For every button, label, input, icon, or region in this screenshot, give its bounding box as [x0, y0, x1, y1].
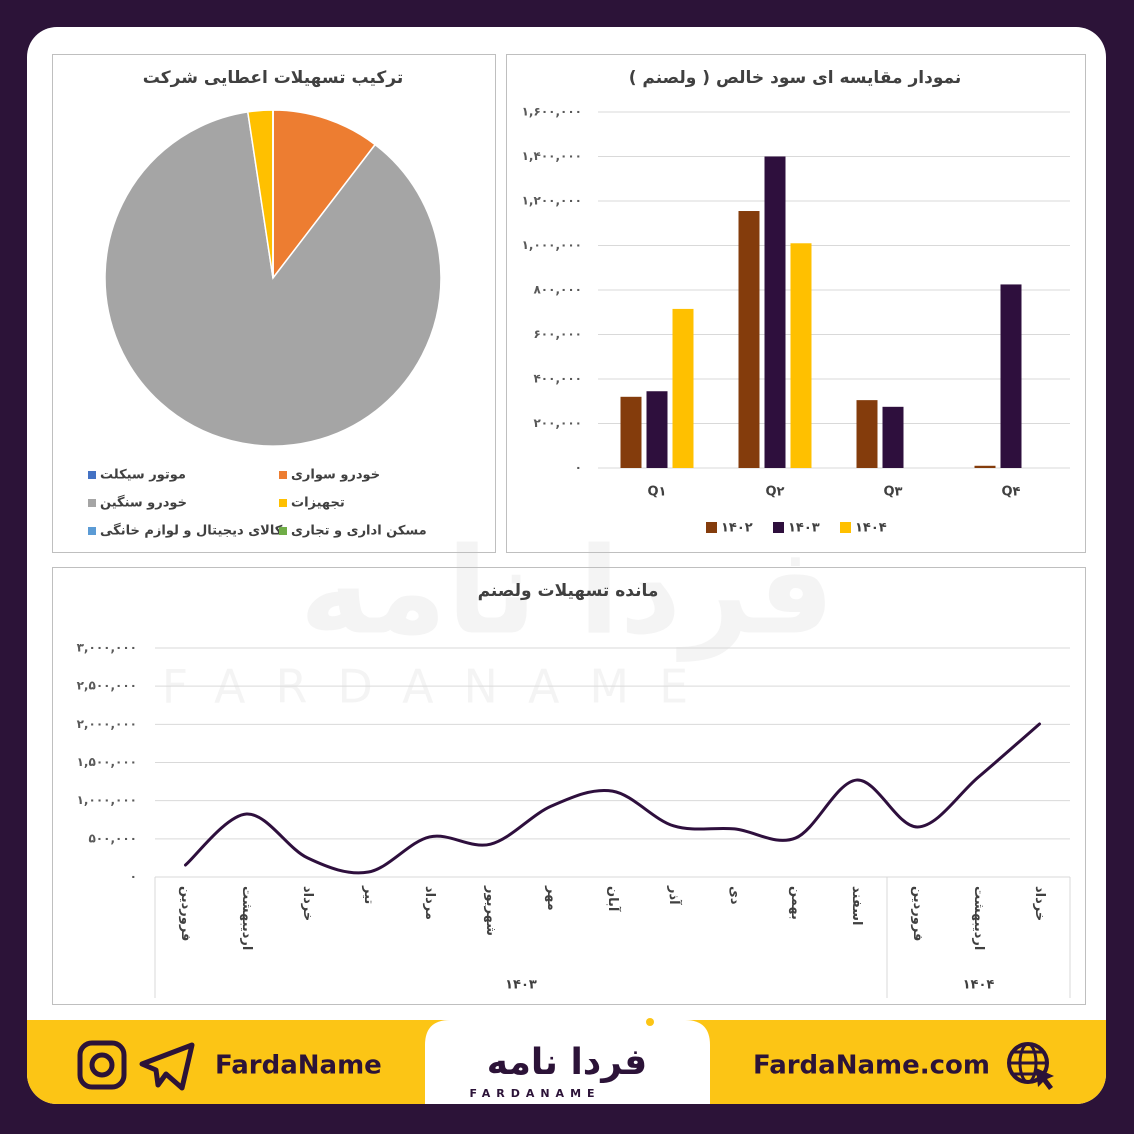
instagram-lens [89, 1052, 115, 1078]
legend-label: کالای دیجیتال و لوازم خانگی [100, 523, 283, 539]
legend-swatch [773, 522, 784, 533]
legend-label: موتور سیکلت [100, 468, 186, 483]
x-tick-label: Q۱ [648, 485, 667, 500]
x-tick-label: مرداد [422, 886, 437, 920]
y-tick-label: ۱,۵۰۰,۰۰۰ [77, 755, 137, 769]
bar [738, 211, 760, 468]
x-tick-label: Q۳ [884, 485, 903, 500]
legend-swatch [840, 522, 851, 533]
bar [1000, 284, 1022, 468]
y-tick-label: ۵۰۰,۰۰۰ [88, 831, 137, 845]
bar [882, 406, 904, 468]
pie-slice [272, 109, 377, 281]
logo-latin: FARDANAME [469, 1087, 600, 1100]
x-tick-label: خرداد [1032, 886, 1047, 921]
chart-title: مانده تسهیلات ولصنم [478, 581, 659, 601]
y-tick-label: ۱,۰۰۰,۰۰۰ [522, 238, 582, 252]
legend-swatch [706, 522, 717, 533]
legend-swatch [279, 471, 287, 479]
bar [620, 396, 642, 468]
x-tick-label: اردیبهشت [239, 886, 254, 950]
y-tick-label: ۲,۰۰۰,۰۰۰ [77, 717, 137, 731]
bar-panel [506, 54, 1086, 553]
x-tick-label: فروردین [178, 886, 193, 941]
x-tick-label: Q۲ [766, 485, 785, 500]
legend-swatch [88, 527, 96, 535]
x-tick-label: دی [727, 886, 742, 905]
y-tick-label: ۲۰۰,۰۰۰ [533, 416, 582, 430]
y-tick-label: ۸۰۰,۰۰۰ [533, 283, 582, 297]
legend-label: مسکن اداری و تجاری [291, 524, 427, 539]
legend-label: خودرو سنگین [100, 495, 187, 511]
legend-swatch [88, 499, 96, 507]
x-tick-label: آذر [666, 885, 683, 905]
bar [672, 308, 694, 468]
legend-swatch [279, 499, 287, 507]
y-tick-label: ۶۰۰,۰۰۰ [533, 327, 582, 341]
group-label: ۱۴۰۴ [963, 978, 995, 993]
x-tick-label: Q۴ [1002, 485, 1021, 500]
instagram-icon[interactable] [77, 1040, 127, 1090]
legend-label: ۱۴۰۳ [788, 521, 820, 536]
x-tick-label: آبان [605, 886, 622, 912]
x-tick-label: اسفند [849, 886, 864, 925]
y-tick-label: ۴۰۰,۰۰۰ [533, 372, 582, 386]
x-tick-label: اردیبهشت [971, 886, 986, 950]
group-label: ۱۴۰۳ [505, 978, 537, 993]
legend-swatch [279, 527, 287, 535]
y-tick-label: ۱,۲۰۰,۰۰۰ [522, 194, 582, 208]
bar [856, 400, 878, 468]
social-handle[interactable]: FardaName [215, 1051, 382, 1081]
cursor-icon [1036, 1068, 1054, 1090]
telegram-icon[interactable] [139, 1042, 195, 1091]
bar [646, 391, 668, 468]
website[interactable]: FardaName.com [753, 1051, 990, 1081]
legend-swatch [88, 471, 96, 479]
x-tick-label: شهریور [483, 885, 498, 936]
chart-title: ترکیب تسهیلات اعطایی شرکت [143, 68, 404, 88]
y-tick-label: ۰ [130, 870, 137, 884]
y-tick-label: ۰ [575, 461, 582, 475]
line-series [184, 722, 1041, 875]
y-tick-label: ۲,۵۰۰,۰۰۰ [77, 679, 137, 693]
bar [790, 243, 812, 468]
pie-panel [52, 54, 496, 553]
legend-label: تجهیزات [291, 496, 345, 511]
line-panel [52, 567, 1086, 1005]
chart-title: نمودار مقایسه ای سود خالص ( ولصنم ) [629, 68, 962, 88]
logo: فردا نامه [487, 1042, 647, 1083]
watermark-logo: فردا نامه [300, 523, 835, 662]
x-tick-label: بهمن [788, 886, 803, 920]
logo-tab [425, 1020, 710, 1104]
y-tick-label: ۱,۴۰۰,۰۰۰ [522, 149, 582, 163]
legend-label: ۱۴۰۴ [855, 521, 887, 536]
x-tick-label: تیر [361, 885, 376, 904]
x-tick-label: مهر [544, 885, 559, 911]
pie-slice [104, 111, 442, 447]
legend-label: ۱۴۰۲ [721, 521, 753, 536]
bar [764, 156, 786, 468]
y-tick-label: ۳,۰۰۰,۰۰۰ [77, 641, 137, 655]
x-tick-label: خرداد [300, 886, 315, 921]
x-tick-label: فروردین [910, 886, 925, 941]
logo-dot [646, 1018, 654, 1026]
y-tick-label: ۱,۶۰۰,۰۰۰ [522, 105, 582, 119]
bar [974, 465, 996, 468]
legend-label: خودرو سواری [291, 468, 380, 483]
y-tick-label: ۱,۰۰۰,۰۰۰ [77, 793, 137, 807]
